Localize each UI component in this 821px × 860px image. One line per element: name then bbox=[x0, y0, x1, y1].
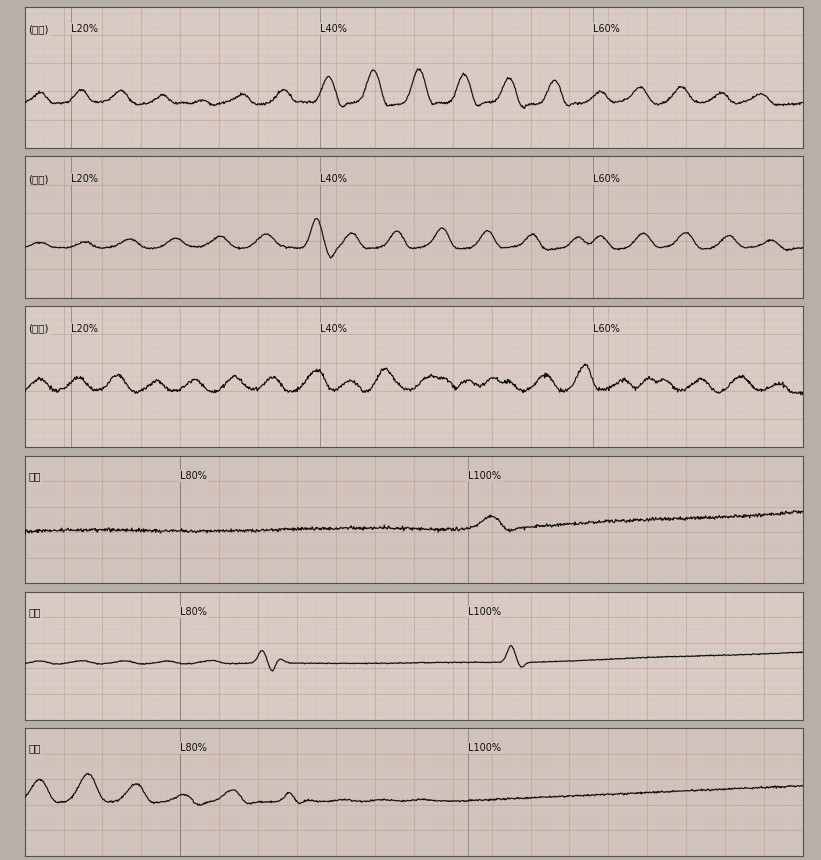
Text: L40%: L40% bbox=[320, 323, 347, 334]
Text: 右寸: 右寸 bbox=[29, 470, 41, 481]
Text: 右尺: 右尺 bbox=[29, 743, 41, 753]
Text: (右关): (右关) bbox=[29, 174, 49, 184]
Text: L20%: L20% bbox=[71, 174, 99, 184]
Text: L100%: L100% bbox=[468, 607, 502, 617]
Text: L100%: L100% bbox=[468, 743, 502, 753]
Text: L80%: L80% bbox=[181, 743, 207, 753]
Text: L40%: L40% bbox=[320, 24, 347, 34]
Text: L60%: L60% bbox=[593, 24, 620, 34]
Text: (右寸): (右寸) bbox=[29, 24, 49, 34]
Text: L100%: L100% bbox=[468, 470, 502, 481]
Text: 右关: 右关 bbox=[29, 607, 41, 617]
Text: L80%: L80% bbox=[181, 470, 207, 481]
Text: L60%: L60% bbox=[593, 323, 620, 334]
Text: L80%: L80% bbox=[181, 607, 207, 617]
Text: L20%: L20% bbox=[71, 24, 99, 34]
Text: L40%: L40% bbox=[320, 174, 347, 184]
Text: (右尺): (右尺) bbox=[29, 323, 49, 334]
Text: L20%: L20% bbox=[71, 323, 99, 334]
Text: L60%: L60% bbox=[593, 174, 620, 184]
